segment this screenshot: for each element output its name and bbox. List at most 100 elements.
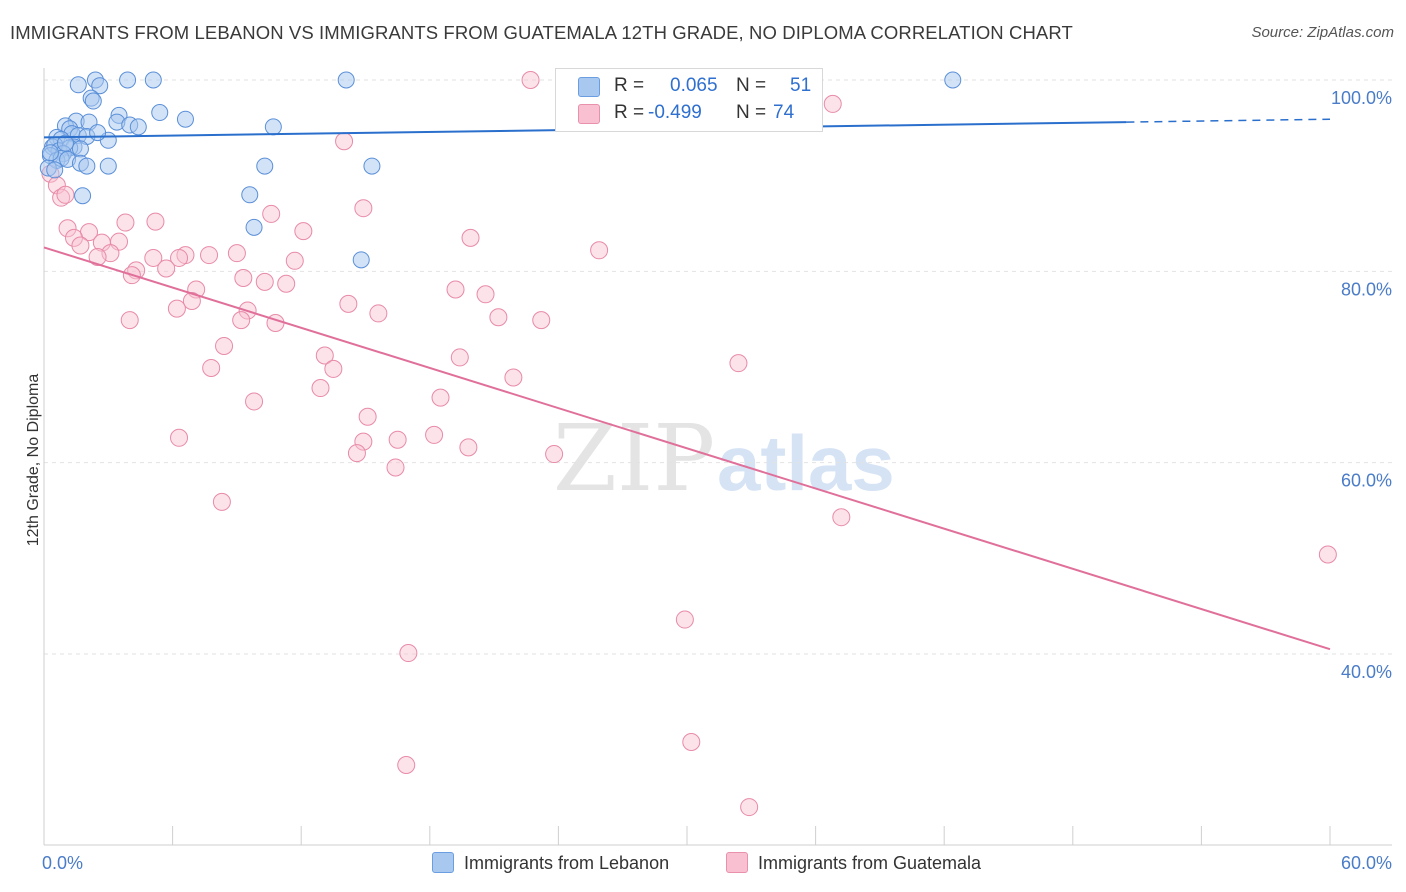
guatemala-point — [682, 733, 701, 752]
guatemala-point — [729, 354, 748, 373]
lebanon-point — [337, 71, 355, 89]
guatemala-point — [347, 444, 366, 463]
guatemala-point — [71, 236, 90, 255]
lebanon-point — [99, 157, 117, 175]
guatemala-point — [339, 294, 358, 313]
y-axis-title: 12th Grade, No Diploma — [25, 374, 42, 547]
lebanon-point — [46, 161, 64, 179]
guatemala-point — [212, 492, 231, 511]
guatemala-point — [335, 132, 354, 151]
x-tick-labels: 0.0% 60.0% — [42, 853, 1392, 873]
guatemala-point — [358, 407, 377, 426]
bottom-legend-guatemala: Immigrants from Guatemala — [726, 852, 981, 874]
guatemala-points — [41, 71, 1337, 817]
guatemala-point — [56, 185, 75, 204]
guatemala-point — [397, 755, 416, 774]
x-tick-label: 0.0% — [42, 853, 83, 873]
guatemala-point — [431, 388, 450, 407]
correlation-legend: R = 0.065 N = 51 R = -0.499 N = 74 — [555, 68, 823, 132]
guatemala-point — [459, 438, 478, 457]
lebanon-point — [363, 157, 381, 175]
guatemala-point — [245, 392, 264, 411]
trend-lines — [43, 118, 1331, 651]
guatemala-point — [504, 368, 523, 387]
y-tick-label: 60.0% — [1341, 471, 1392, 491]
guatemala-point — [167, 299, 186, 318]
guatemala-point — [832, 508, 851, 527]
y-tick-labels: 100.0% 80.0% 60.0% 40.0% — [1331, 88, 1392, 682]
guatemala-point — [182, 291, 201, 310]
guatemala-point — [116, 213, 135, 232]
gridlines — [44, 79, 1392, 655]
bottom-legend-label-lebanon: Immigrants from Lebanon — [464, 853, 670, 873]
guatemala-point — [461, 228, 480, 247]
lebanon-point — [176, 110, 194, 128]
lebanon-point — [264, 118, 282, 136]
legend-n-label: N = — [736, 102, 767, 123]
guatemala-point — [277, 274, 296, 293]
guatemala-point — [590, 241, 609, 260]
guatemala-point — [58, 219, 77, 238]
legend-r-label: R = — [614, 75, 645, 96]
lebanon-point — [71, 140, 89, 158]
guatemala-point — [476, 285, 495, 304]
watermark: ZIP atlas — [553, 405, 895, 512]
guatemala-point — [170, 248, 189, 267]
legend-n-value: 74 — [773, 102, 795, 123]
lebanon-point — [91, 77, 109, 95]
guatemala-point — [388, 430, 407, 449]
guatemala-point — [489, 308, 508, 327]
guatemala-point — [285, 251, 304, 270]
guatemala-trend-line — [43, 246, 1331, 651]
lebanon-point — [144, 71, 162, 89]
x-tick-label: 60.0% — [1341, 853, 1392, 873]
lebanon-point — [78, 157, 96, 175]
lebanon-point — [41, 144, 59, 162]
lebanon-trend-extension — [1126, 118, 1331, 123]
guatemala-point — [146, 212, 165, 231]
lebanon-point — [56, 134, 74, 152]
y-tick-label: 80.0% — [1341, 279, 1392, 299]
guatemala-point — [215, 336, 234, 355]
y-tick-label: 40.0% — [1341, 662, 1392, 682]
lebanon-point — [241, 186, 259, 204]
guatemala-point — [545, 445, 564, 464]
legend-r-value: 0.065 — [670, 75, 718, 96]
y-tick-label: 100.0% — [1331, 88, 1392, 108]
guatemala-point — [369, 304, 388, 323]
legend-swatch-lebanon — [578, 77, 600, 97]
guatemala-point — [425, 425, 444, 444]
guatemala-point — [65, 228, 84, 247]
watermark-zip: ZIP — [553, 405, 715, 512]
lebanon-point — [69, 76, 87, 94]
guatemala-point — [324, 359, 343, 378]
bottom-legend-swatch-lebanon — [432, 852, 454, 873]
guatemala-point — [200, 246, 219, 265]
legend-swatch-guatemala — [578, 104, 600, 124]
guatemala-point — [144, 248, 163, 267]
legend-n-label: N = — [736, 75, 767, 96]
lebanon-point — [74, 187, 92, 205]
guatemala-point — [354, 199, 373, 218]
guatemala-point — [227, 244, 246, 263]
guatemala-point — [1318, 545, 1337, 564]
guatemala-point — [262, 204, 281, 223]
lebanon-point — [84, 92, 102, 110]
bottom-legend-lebanon: Immigrants from Lebanon — [432, 852, 669, 874]
lebanon-point — [944, 71, 962, 89]
guatemala-point — [532, 311, 551, 330]
guatemala-point — [234, 269, 253, 288]
guatemala-point — [157, 259, 176, 278]
source-credit: Source: ZipAtlas.com — [1251, 24, 1394, 41]
bottom-legend-swatch-guatemala — [726, 852, 748, 873]
guatemala-point — [450, 348, 469, 367]
lebanon-point — [352, 251, 370, 269]
guatemala-point — [311, 379, 330, 398]
lebanon-points — [39, 71, 962, 269]
guatemala-point — [446, 280, 465, 299]
guatemala-point — [521, 71, 540, 89]
lebanon-point — [119, 71, 137, 89]
guatemala-point — [399, 644, 418, 663]
guatemala-point — [88, 247, 107, 266]
